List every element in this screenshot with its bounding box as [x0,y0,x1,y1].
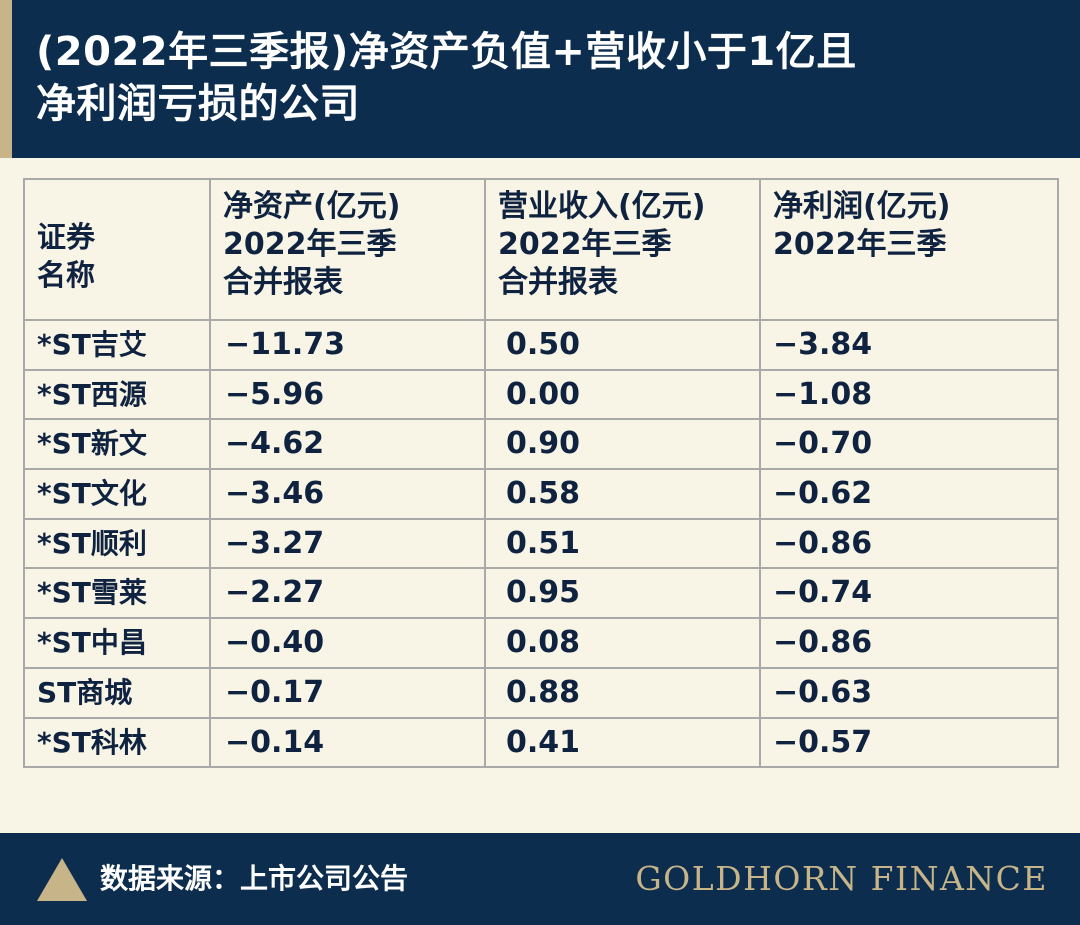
table-row: *ST新文 −4.62 0.90 −0.70 [23,418,1059,471]
column-header-line: 证券 [37,220,96,254]
triangle-icon [37,858,87,901]
table-row: *ST西源 −5.96 0.00 −1.08 [23,368,1059,421]
cell-security-name: *ST雪莱 [23,567,211,620]
cell-net-profit: −0.74 [759,567,1059,620]
title-line-1: (2022年三季报)净资产负值+营收小于1亿且 [36,29,857,75]
cell-net-profit: −3.84 [759,319,1059,371]
cell-security-name: *ST顺利 [23,517,211,570]
cell-net-assets: −2.27 [209,567,486,620]
cell-net-assets: −5.96 [209,368,486,421]
header-accent-bar [0,0,12,158]
cell-security-name: ST商城 [23,666,211,719]
cell-net-profit: −0.57 [759,716,1059,769]
title-line-2: 净利润亏损的公司 [36,81,360,127]
table-row: *ST顺利 −3.27 0.51 −0.86 [23,517,1059,570]
cell-revenue: 0.88 [484,666,761,719]
column-header-line: 合并报表 [223,265,343,300]
cell-security-name: *ST新文 [23,418,211,471]
page-title: (2022年三季报)净资产负值+营收小于1亿且 净利润亏损的公司 [36,26,1036,130]
cell-net-assets: −4.62 [209,418,486,471]
table-header-row: 证券 名称 净资产(亿元) 2022年三季 合并报表 营业收入(亿元) 2022… [23,178,1059,321]
cell-net-assets: −0.14 [209,716,486,769]
column-header-line: 营业收入(亿元) [498,189,706,224]
cell-revenue: 0.90 [484,418,761,471]
cell-net-assets: −0.17 [209,666,486,719]
data-table-container: 证券 名称 净资产(亿元) 2022年三季 合并报表 营业收入(亿元) 2022… [23,178,1059,769]
cell-security-name: *ST文化 [23,468,211,520]
table-row: *ST科林 −0.14 0.41 −0.57 [23,716,1059,769]
cell-revenue: 0.51 [484,517,761,570]
table-row: *ST吉艾 −11.73 0.50 −3.84 [23,319,1059,371]
column-header-line: 2022年三季 [223,227,397,262]
table-row: ST商城 −0.17 0.88 −0.63 [23,666,1059,719]
cell-net-profit: −0.63 [759,666,1059,719]
cell-net-profit: −0.86 [759,517,1059,570]
cell-net-profit: −0.70 [759,418,1059,471]
cell-revenue: 0.08 [484,617,761,669]
column-header-line: 净资产(亿元) [223,189,401,224]
cell-net-assets: −11.73 [209,319,486,371]
cell-net-profit: −1.08 [759,368,1059,421]
cell-revenue: 0.41 [484,716,761,769]
cell-revenue: 0.50 [484,319,761,371]
table-row: *ST文化 −3.46 0.58 −0.62 [23,468,1059,520]
column-header-net-assets: 净资产(亿元) 2022年三季 合并报表 [209,178,486,321]
column-header-line: 名称 [37,258,96,292]
table-row: *ST中昌 −0.40 0.08 −0.86 [23,617,1059,669]
footer-bar: 数据来源：上市公司公告 GOLDHORN FINANCE [0,833,1080,925]
cell-net-profit: −0.62 [759,468,1059,520]
column-header-line: 合并报表 [498,265,618,300]
column-header-name: 证券 名称 [23,178,211,321]
cell-revenue: 0.00 [484,368,761,421]
column-header-line: 2022年三季 [498,227,672,262]
column-header-net-profit: 净利润(亿元) 2022年三季 [759,178,1059,321]
cell-revenue: 0.58 [484,468,761,520]
cell-revenue: 0.95 [484,567,761,620]
data-table: 证券 名称 净资产(亿元) 2022年三季 合并报表 营业收入(亿元) 2022… [23,178,1059,769]
cell-security-name: *ST科林 [23,716,211,769]
column-header-revenue: 营业收入(亿元) 2022年三季 合并报表 [484,178,761,321]
cell-security-name: *ST中昌 [23,617,211,669]
source-note: 数据来源：上市公司公告 [100,862,409,895]
table-body: *ST吉艾 −11.73 0.50 −3.84 *ST西源 −5.96 0.00 −1.08 *… [23,319,1059,769]
cell-net-assets: −3.27 [209,517,486,570]
brand-logo-text: GOLDHORN FINANCE [635,859,1048,898]
cell-security-name: *ST西源 [23,368,211,421]
header-banner: (2022年三季报)净资产负值+营收小于1亿且 净利润亏损的公司 [0,0,1080,158]
cell-security-name: *ST吉艾 [23,319,211,371]
table-row: *ST雪莱 −2.27 0.95 −0.74 [23,567,1059,620]
column-header-line: 2022年三季 [773,227,947,262]
cell-net-assets: −0.40 [209,617,486,669]
column-header-line: 净利润(亿元) [773,189,951,224]
cell-net-profit: −0.86 [759,617,1059,669]
cell-net-assets: −3.46 [209,468,486,520]
